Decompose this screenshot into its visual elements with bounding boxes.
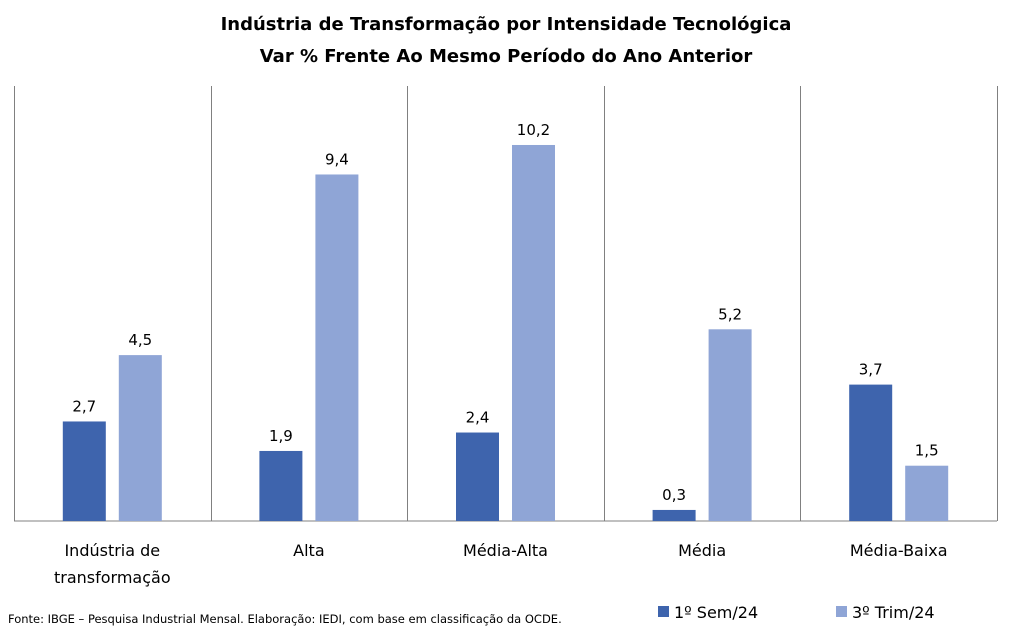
- category-label: transformação: [54, 568, 171, 587]
- source-note: Fonte: IBGE – Pesquisa Industrial Mensal…: [8, 612, 562, 626]
- bar-series2-2: [512, 144, 555, 522]
- bar-value-label: 4,5: [128, 331, 152, 349]
- legend: 1º Sem/24 3º Trim/24: [658, 603, 935, 622]
- bar-series2-3: [708, 329, 752, 521]
- bar-series1-1: [259, 450, 303, 521]
- chart-subtitle: Var % Frente Ao Mesmo Período do Ano Ant…: [260, 46, 753, 67]
- legend-swatch: [836, 606, 847, 617]
- bar-value-label: 10,2: [517, 121, 550, 139]
- bar-series1-3: [652, 509, 696, 521]
- bar-value-label: 3,7: [859, 361, 883, 379]
- category-label: Média-Baixa: [850, 541, 948, 560]
- plot-frame: [14, 86, 998, 522]
- bar-value-label: 1,5: [915, 442, 939, 460]
- bar-series1-4: [849, 384, 893, 521]
- legend-swatch: [658, 606, 669, 617]
- bar-series2-0: [118, 355, 162, 521]
- category-label: Média: [678, 541, 726, 560]
- category-label: Média-Alta: [463, 541, 548, 560]
- bar-value-label: 2,4: [466, 409, 490, 427]
- category-labels: Indústria de transformação Alta Média-Alta M…: [54, 541, 948, 587]
- legend-label: 3º Trim/24: [852, 603, 935, 622]
- category-label: Alta: [293, 541, 324, 560]
- category-label: Indústria de: [64, 541, 160, 560]
- bar-series2-1: [315, 174, 359, 521]
- bar-value-label: 5,2: [718, 305, 742, 323]
- bar-value-label: 2,7: [72, 397, 96, 415]
- chart-title: Indústria de Transformação por Intensida…: [221, 14, 792, 35]
- bar-series1-2: [456, 432, 499, 521]
- bar-value-label: 9,4: [325, 150, 349, 168]
- bars-group: 2,7 4,5 1,9 9,4 2,4 10,2 0,3 5,2 3,7 1,5: [62, 121, 949, 522]
- bar-series2-4: [905, 465, 949, 521]
- legend-label: 1º Sem/24: [674, 603, 758, 622]
- bar-series1-0: [62, 421, 106, 521]
- bar-value-label: 0,3: [662, 486, 686, 504]
- bar-value-label: 1,9: [269, 427, 293, 445]
